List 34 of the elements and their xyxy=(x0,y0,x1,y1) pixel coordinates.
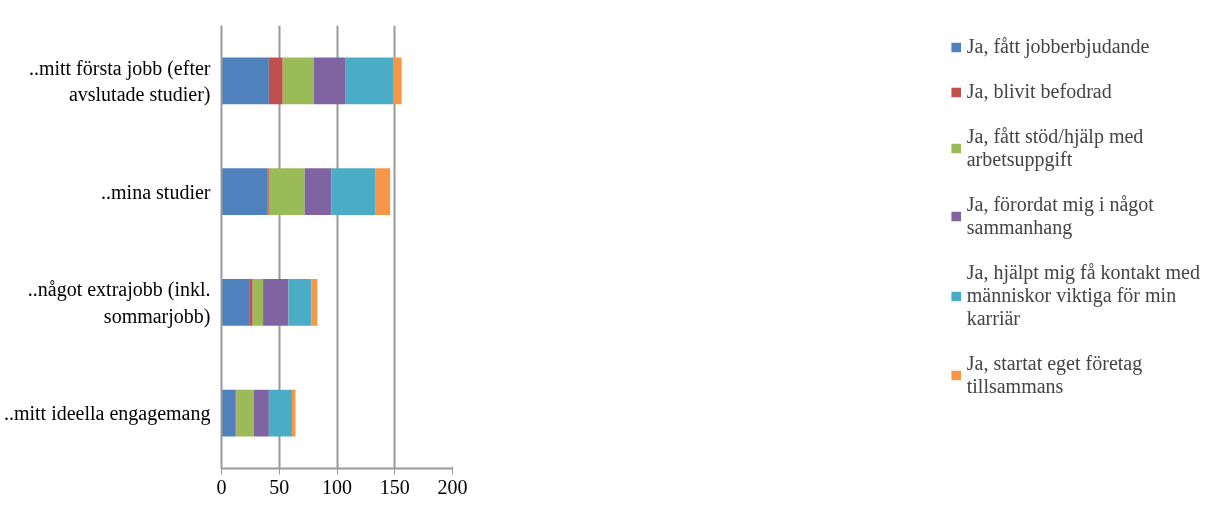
bar xyxy=(253,389,269,437)
legend-label: Ja, förordat mig i något sammanhang xyxy=(966,193,1154,239)
y-tick-label: ..mitt första jobb (efter avslutade studier) xyxy=(28,56,211,107)
bar xyxy=(252,279,264,326)
y-tick-label: ..något extrajobb (inkl. sommarjobb) xyxy=(27,278,211,328)
bar xyxy=(249,279,253,326)
bar xyxy=(331,168,376,215)
bar xyxy=(268,168,305,215)
legend-label: Ja, fått stöd/hjälp med arbetsuppgift xyxy=(966,125,1144,171)
x-tick-label: 150 xyxy=(379,475,410,498)
bar xyxy=(268,389,292,437)
bar xyxy=(221,279,250,326)
x-tick-label: 100 xyxy=(322,475,352,498)
bar xyxy=(375,168,391,215)
y-tick-label: ..mitt ideella engagemang xyxy=(3,402,211,426)
x-tick-label: 0 xyxy=(216,475,227,498)
bar xyxy=(345,57,394,105)
legend-label: Ja, blivit befodrad xyxy=(966,80,1112,103)
bar xyxy=(288,279,312,326)
legend-label: Ja, fått jobberbjudande xyxy=(966,35,1150,58)
x-tick-label: 50 xyxy=(269,475,290,498)
bar xyxy=(236,389,254,437)
y-tick-label: ..mina studier xyxy=(101,180,211,203)
x-tick-label: 200 xyxy=(437,475,468,498)
bar xyxy=(393,57,402,105)
bar xyxy=(221,168,268,215)
bar xyxy=(221,57,269,105)
bar xyxy=(313,57,346,105)
bar xyxy=(268,57,283,105)
legend-label: Ja, hjälpt mig få kontakt med människor viktiga för min karriär xyxy=(966,261,1200,330)
legend-label: Ja, startat eget företag tillsammans xyxy=(966,352,1143,398)
bar xyxy=(263,279,289,326)
bar xyxy=(304,168,332,215)
bar xyxy=(282,57,314,105)
